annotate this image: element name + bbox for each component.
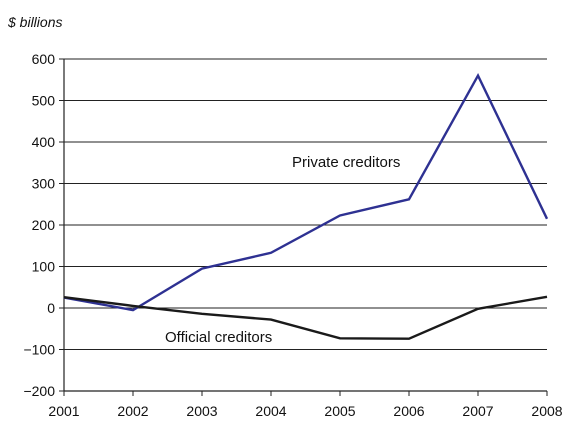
x-tick-label: 2007 [462,403,493,419]
x-tick-label: 2001 [48,403,79,419]
series-label-1: Official creditors [165,329,272,346]
series-line-0 [63,72,549,312]
y-tick-label: 600 [32,51,56,67]
x-tick-label: 2003 [186,403,217,419]
x-tick-label: 2005 [324,403,355,419]
x-tick-label: 2006 [393,403,424,419]
series-line-1 [63,295,548,340]
x-axis-ticks: 2001 2002 2003 2004 2005 2006 2007 2008 [48,391,563,419]
x-tick-label: 2008 [531,403,562,419]
y-tick-label: 300 [32,176,56,192]
y-axis-unit-label: $ billions [7,14,62,30]
y-tick-label: 0 [47,300,55,316]
y-tick-label: 200 [32,217,56,233]
y-tick-label: −200 [23,383,55,399]
series-lines [63,72,549,340]
x-tick-label: 2004 [255,403,286,419]
y-tick-label: 100 [32,259,56,275]
series-labels: Private creditors Official creditors [165,154,400,346]
series-label-0: Private creditors [292,154,400,171]
y-tick-label: 400 [32,134,56,150]
y-tick-label: 500 [32,93,56,109]
x-tick-label: 2002 [117,403,148,419]
y-axis-ticks: 600 500 400 300 200 100 0 −100 −200 [23,51,64,399]
y-tick-label: −100 [23,342,55,358]
